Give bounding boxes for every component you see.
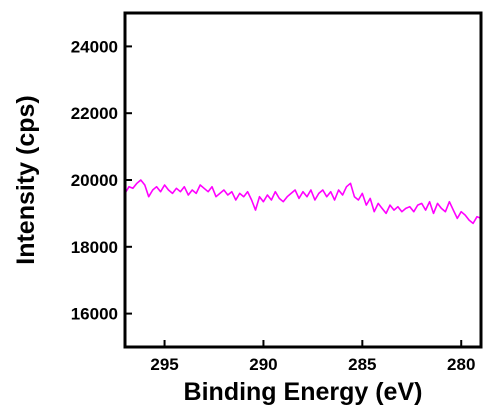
x-axis-ticks: 295 290 285 280: [150, 340, 475, 374]
y-tick-label: 16000: [71, 305, 118, 324]
y-tick-label: 20000: [71, 171, 118, 190]
x-tick-label: 280: [447, 355, 475, 374]
plot-area: [123, 11, 483, 349]
plot-frame: [123, 11, 483, 349]
x-tick-label: 290: [249, 355, 277, 374]
y-tick-label: 22000: [71, 104, 118, 123]
y-axis-title: Intensity (cps): [12, 95, 40, 264]
y-axis-ticks: 16000 18000 20000 22000 24000: [71, 37, 132, 324]
x-axis-title: Binding Energy (eV): [184, 378, 423, 406]
x-tick-label: 295: [150, 355, 178, 374]
y-tick-label: 24000: [71, 37, 118, 56]
intensity-series-line: [124, 179, 482, 225]
y-tick-label: 18000: [71, 238, 118, 257]
x-tick-label: 285: [348, 355, 376, 374]
